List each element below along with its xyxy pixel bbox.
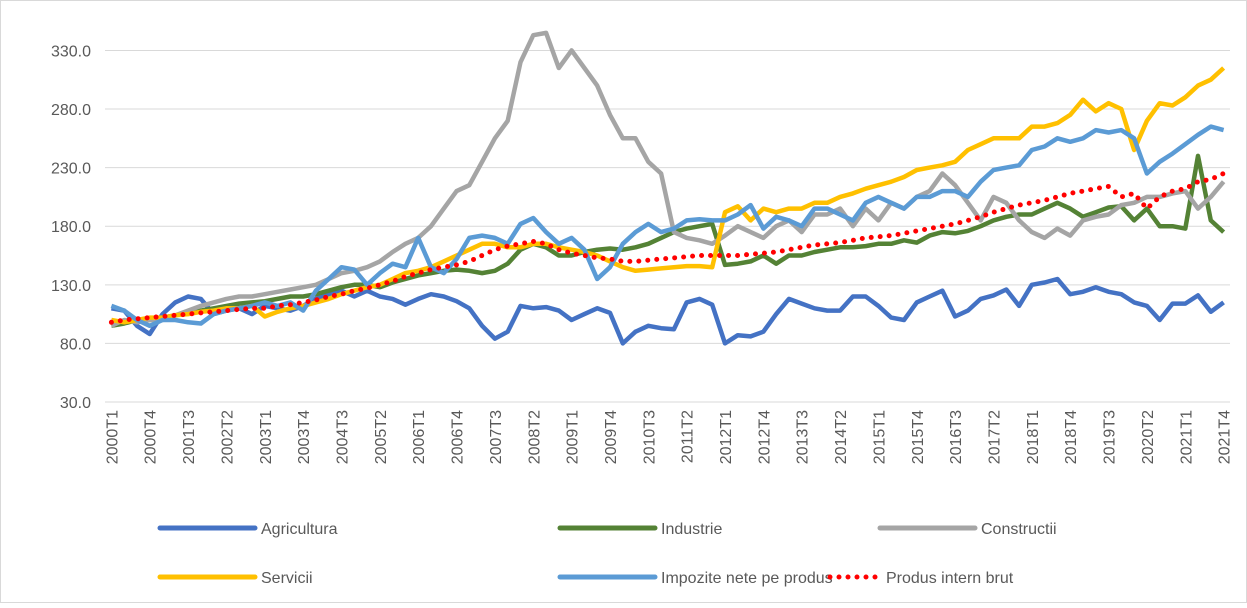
x-tick-label: 2000T1 xyxy=(104,410,121,464)
x-tick-label: 2018T4 xyxy=(1063,410,1080,464)
y-tick-label: 30.0 xyxy=(60,395,91,412)
legend-label: Industrie xyxy=(661,521,722,538)
y-tick-label: 180.0 xyxy=(51,219,91,236)
x-tick-label: 2017T2 xyxy=(986,410,1003,464)
x-tick-label: 2009T1 xyxy=(565,410,582,464)
x-tick-label: 2006T1 xyxy=(411,410,428,464)
legend-label: Produs intern brut xyxy=(886,570,1014,587)
legend-label: Constructii xyxy=(981,521,1057,538)
x-tick-label: 2016T3 xyxy=(948,410,965,464)
x-tick-label: 2015T4 xyxy=(910,410,927,464)
y-tick-label: 280.0 xyxy=(51,102,91,119)
x-tick-label: 2014T2 xyxy=(833,410,850,464)
x-tick-label: 2004T3 xyxy=(335,410,352,464)
x-tick-label: 2013T3 xyxy=(795,410,812,464)
x-tick-label: 2005T2 xyxy=(373,410,390,464)
y-tick-label: 330.0 xyxy=(51,43,91,60)
series-line xyxy=(108,171,1227,325)
series-line xyxy=(110,124,1225,329)
y-tick-label: 80.0 xyxy=(60,336,91,353)
legend-label: Agricultura xyxy=(261,521,338,538)
x-tick-label: 2020T2 xyxy=(1140,410,1157,464)
x-tick-label: 2009T4 xyxy=(603,410,620,464)
x-tick-label: 2012T4 xyxy=(756,410,773,464)
y-tick-label: 130.0 xyxy=(51,278,91,295)
x-tick-label: 2008T2 xyxy=(526,410,543,464)
x-tick-label: 2021T1 xyxy=(1178,410,1195,464)
series-line xyxy=(111,153,1226,329)
x-tick-label: 2010T3 xyxy=(641,410,658,464)
x-tick-label: 2011T2 xyxy=(680,410,697,463)
x-tick-label: 2021T4 xyxy=(1217,410,1234,464)
x-tick-label: 2012T1 xyxy=(718,410,735,464)
x-tick-label: 2002T2 xyxy=(219,410,236,464)
x-tick-label: 2019T3 xyxy=(1102,410,1119,464)
x-tick-label: 2000T4 xyxy=(143,410,160,464)
x-tick-label: 2003T1 xyxy=(258,410,275,464)
x-tick-label: 2001T3 xyxy=(181,410,198,464)
y-tick-label: 230.0 xyxy=(51,161,91,178)
legend-label: Impozite nete pe produs xyxy=(661,570,833,587)
legend-label: Servicii xyxy=(261,570,313,587)
x-tick-label: 2015T1 xyxy=(871,410,888,464)
x-tick-label: 2006T4 xyxy=(450,410,467,464)
x-tick-label: 2018T1 xyxy=(1025,410,1042,464)
x-tick-label: 2003T4 xyxy=(296,410,313,464)
series-line xyxy=(110,30,1226,328)
x-tick-label: 2007T3 xyxy=(488,410,505,464)
